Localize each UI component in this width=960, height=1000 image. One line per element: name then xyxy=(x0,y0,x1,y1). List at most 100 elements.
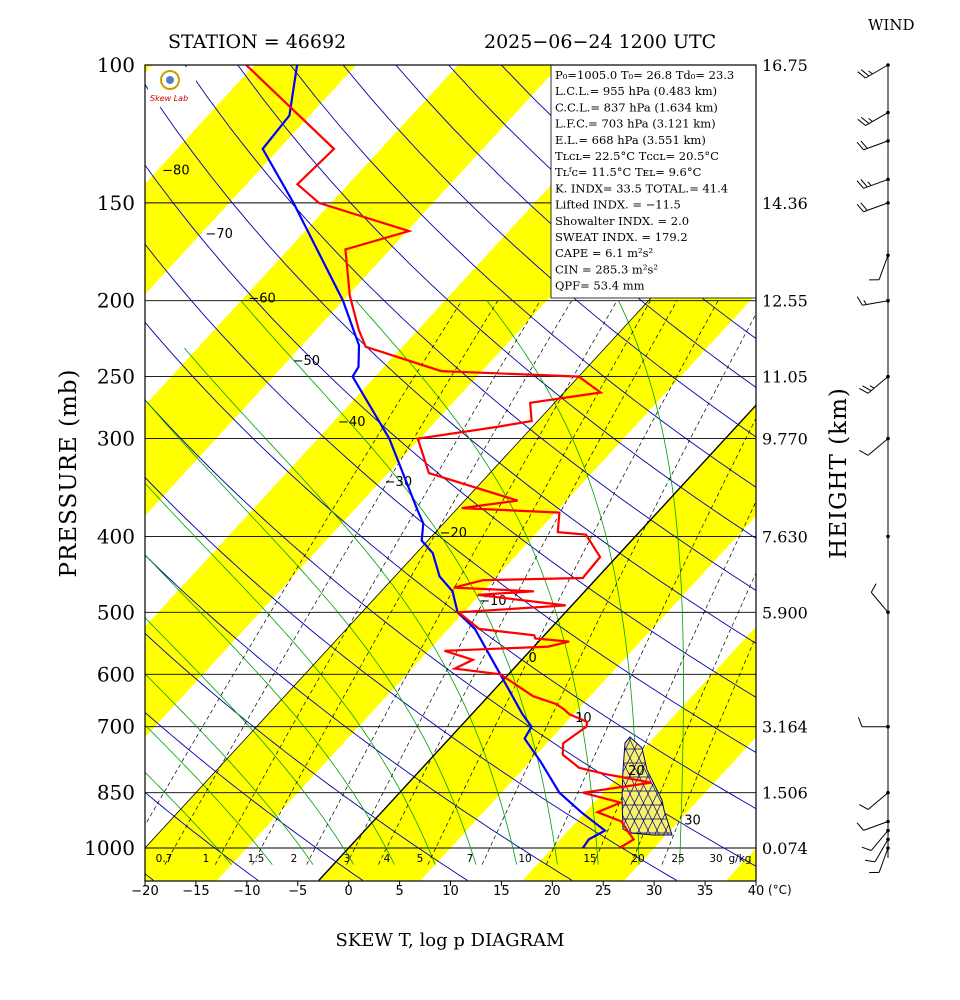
dry-adiabat xyxy=(290,65,756,488)
wind-barb-flag xyxy=(859,387,869,394)
pressure-tick-label: 700 xyxy=(97,715,135,739)
wind-barb-staff xyxy=(878,847,889,873)
info-line: Showalter INDX. = 2.0 xyxy=(555,214,689,228)
info-line: CIN = 285.3 m²s² xyxy=(555,262,658,276)
y-axis-label: PRESSURE (mb) xyxy=(56,369,82,578)
wind-barb-flag xyxy=(860,140,868,149)
wind-barb-half xyxy=(868,117,873,122)
height-tick-label: 12.55 xyxy=(762,292,808,311)
mixing-unit-label: g/kg xyxy=(729,853,752,865)
dry-adiabat xyxy=(145,164,756,698)
wind-barb-staff xyxy=(870,592,889,613)
dry-adiabat xyxy=(342,65,756,438)
wind-barb-staff xyxy=(867,792,889,810)
mixing-ratio-label: 25 xyxy=(671,853,684,865)
mixing-ratio-line xyxy=(661,635,756,865)
mixing-ratio-label: 30 xyxy=(709,853,722,865)
height-tick-label: 7.630 xyxy=(762,527,808,546)
moist-adiabat xyxy=(145,771,232,865)
wind-title: WIND xyxy=(868,16,915,34)
wind-barb-flag xyxy=(856,822,864,831)
moist-adiabat xyxy=(240,300,558,865)
mixing-ratio-line xyxy=(546,417,756,865)
info-line: Tʟᴄʟ= 22.5°C Tᴄᴄʟ= 20.5°C xyxy=(555,149,719,163)
hatch-line xyxy=(827,730,887,850)
isotherm-label: −70 xyxy=(205,227,232,242)
pressure-tick-label: 600 xyxy=(97,662,135,686)
pressure-tick-label: 250 xyxy=(97,365,135,389)
wind-barb-staff xyxy=(867,438,889,456)
wind-barb-flag xyxy=(856,296,863,306)
isotherm-band xyxy=(145,65,560,516)
hatch-line xyxy=(818,730,878,850)
isotherm-label: 20 xyxy=(628,764,645,779)
moist-adiabat xyxy=(145,617,355,865)
dry-adiabat xyxy=(145,711,364,881)
isotherm-label: −20 xyxy=(440,526,467,541)
station-title: STATION = 46692 xyxy=(168,31,346,53)
mixing-ratio-label: 1.5 xyxy=(248,853,265,865)
mixing-ratio-line xyxy=(306,300,618,865)
wind-barb-staff xyxy=(863,140,889,151)
pressure-tick-label: 200 xyxy=(97,289,135,313)
mixing-ratio-label: 4 xyxy=(384,853,391,865)
wind-barb-half xyxy=(869,385,875,389)
wind-barb-flag xyxy=(860,202,868,211)
wind-barb-flag xyxy=(859,804,869,810)
x-unit-label: (°C) xyxy=(768,883,792,897)
logo: Skew Lab xyxy=(148,67,196,107)
isotherm-label: −80 xyxy=(162,164,189,179)
isotherm-label: −50 xyxy=(293,354,320,369)
hatch-line xyxy=(624,737,672,835)
isotherm-label: 30 xyxy=(684,814,701,829)
temperature-tick-label: −15 xyxy=(182,884,209,899)
wind-barb-flag xyxy=(857,71,866,79)
dry-adiabat xyxy=(145,321,756,810)
temperature-line xyxy=(245,65,652,849)
dry-adiabat xyxy=(145,554,573,881)
x-axis-title: SKEW T, log p DIAGRAM xyxy=(336,930,565,951)
wind-barb-half xyxy=(868,70,873,75)
mixing-ratio-line xyxy=(214,300,541,865)
info-line: SWEAT INDX. = 179.2 xyxy=(555,230,688,244)
hatch-line xyxy=(622,737,645,835)
temperature-tick-label: −5 xyxy=(288,884,307,899)
mixing-ratio-label: 20 xyxy=(631,853,644,865)
wind-barb-flag xyxy=(870,583,877,593)
moist-adiabat xyxy=(145,554,395,865)
mixing-ratio-line xyxy=(427,300,719,865)
moist-adiabat xyxy=(355,300,599,865)
pressure-tick-label: 1000 xyxy=(84,836,135,860)
moist-adiabat xyxy=(145,482,436,865)
mixing-ratio-line xyxy=(346,300,651,865)
mixing-ratio-label: 0.7 xyxy=(156,853,173,865)
height-tick-label: 1.506 xyxy=(762,784,808,803)
pressure-tick-label: 850 xyxy=(97,781,135,805)
temperature-tick-labels: −20 −15 −10 −5 0 5 10 15 20 25 30 35 40 xyxy=(131,881,764,899)
pressure-tick-label: 400 xyxy=(97,524,135,548)
mixing-ratio-line xyxy=(164,300,499,865)
mixing-ratio-label: 5 xyxy=(417,853,424,865)
temperature-tick-label: −20 xyxy=(131,884,158,899)
temperature-tick-label: 0 xyxy=(345,884,353,899)
temperature-tick-label: 40 xyxy=(748,884,765,899)
info-line: E.L.= 668 hPa (3.551 km) xyxy=(555,133,706,147)
zero-isotherm-lines xyxy=(145,183,756,881)
height-tick-label: 16.75 xyxy=(762,56,808,75)
temperature-tick-label: 5 xyxy=(395,884,403,899)
mixing-ratio-label: 7 xyxy=(467,853,474,865)
wind-barb-flag xyxy=(857,717,863,727)
temperature-tick-label: 30 xyxy=(646,884,663,899)
isotherm-label: −60 xyxy=(248,291,275,306)
mixing-ratio-label: 3 xyxy=(344,853,351,865)
isotherm-band xyxy=(726,847,756,881)
mixing-ratio-label: 1 xyxy=(203,853,210,865)
wind-barb-staff xyxy=(865,112,889,126)
dry-adiabat xyxy=(145,399,756,867)
pressure-tick-label: 100 xyxy=(97,53,135,77)
temperature-tick-label: −10 xyxy=(233,884,260,899)
wind-barb-flag xyxy=(859,449,869,456)
info-line: C.C.L.= 837 hPa (1.634 km) xyxy=(555,100,718,114)
cape-polygon xyxy=(621,736,673,836)
